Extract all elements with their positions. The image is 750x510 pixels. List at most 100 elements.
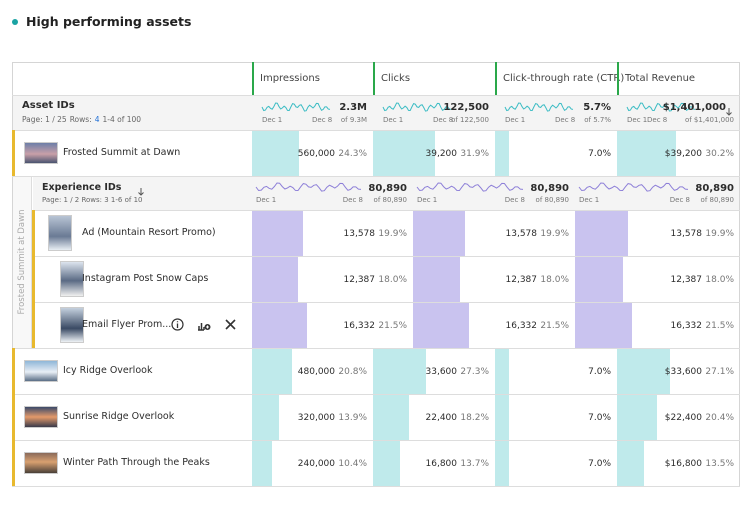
thumbnail (60, 261, 84, 297)
cell-percent: 19.9% (378, 228, 407, 239)
row-accent (32, 256, 35, 302)
cell-bar (495, 395, 509, 440)
metric-total: 5.7% (583, 102, 611, 113)
cell-value: 16,332 (670, 320, 703, 331)
experience-name[interactable]: Instagram Post Snow Caps (82, 273, 209, 284)
sparkline (261, 102, 331, 112)
row-accent (32, 302, 35, 348)
breakdown-strip (13, 177, 32, 348)
cell-bar (495, 349, 509, 394)
cell-bar (373, 131, 436, 176)
axis-end: Dec 8 (669, 196, 690, 204)
cell-bar (495, 131, 509, 176)
cell-value: 7.0% (588, 458, 611, 469)
breakdown-label: Experience IDs (42, 182, 122, 193)
cell-value: 240,000 (297, 458, 335, 469)
row-border (33, 256, 740, 257)
axis-start: Dec 1 (505, 116, 526, 124)
cell-percent: 20.4% (705, 412, 734, 423)
cell-value: 7.0% (588, 148, 611, 159)
cell-bar (413, 303, 469, 348)
page-title: High performing assets (26, 14, 192, 29)
thumbnail (24, 360, 58, 382)
row-border (12, 440, 740, 441)
cell-bar (252, 349, 293, 394)
axis-end: Dec 8 (312, 116, 333, 124)
metric-of: of 122,500 (451, 116, 489, 124)
metric-of: of $1,401,000 (684, 116, 734, 124)
experience-name[interactable]: Email Flyer Prom... (82, 319, 172, 330)
axis-end: Dec 8 (504, 196, 525, 204)
info-icon[interactable] (171, 318, 184, 331)
thumbnail (60, 307, 84, 343)
cell-value: 12,387 (670, 274, 703, 285)
cell-percent: 19.9% (540, 228, 569, 239)
cell-bar (252, 131, 300, 176)
asset-name[interactable]: Icy Ridge Overlook (63, 365, 153, 376)
cell-bar (373, 441, 400, 486)
cell-bar (495, 441, 509, 486)
row-accent (32, 210, 35, 256)
sparkline (416, 182, 524, 192)
cell-value: 16,332 (343, 320, 376, 331)
column-header[interactable]: Clicks (381, 73, 411, 84)
cell-bar (575, 303, 632, 348)
sparkline (382, 102, 452, 112)
column-header[interactable]: Click-through rate (CTR) (503, 73, 625, 84)
cell-value: 560,000 (297, 148, 335, 159)
cell-value: 13,578 (670, 228, 703, 239)
axis-end: Dec 8 (555, 116, 576, 124)
axis-end: Dec 8 (647, 116, 668, 124)
axis-start: Dec 1 (579, 196, 600, 204)
cell-value: 33,600 (425, 366, 458, 377)
cell-value: 22,400 (425, 412, 458, 423)
breakdown-parent: Frosted Summit at Dawn (16, 209, 27, 315)
metric-of: of 80,890 (700, 196, 734, 204)
cell-value: $22,400 (664, 412, 702, 423)
thumbnail (24, 142, 58, 164)
column-divider (495, 62, 497, 95)
close-icon[interactable] (225, 319, 236, 330)
cell-percent: 18.0% (540, 274, 569, 285)
thumbnail (48, 215, 72, 251)
cell-bar (575, 211, 628, 256)
cell-percent: 27.1% (705, 366, 734, 377)
cell-percent: 18.0% (378, 274, 407, 285)
cell-bar (373, 349, 427, 394)
row-accent (12, 348, 15, 394)
cell-value: 12,387 (505, 274, 538, 285)
pagination: Page: 1 / 25 Rows: 4 1-4 of 100 (22, 116, 141, 124)
sort-icon (138, 188, 144, 196)
row-border (33, 302, 740, 303)
cell-bar (413, 211, 465, 256)
asset-name[interactable]: Sunrise Ridge Overlook (63, 411, 175, 422)
cell-percent: 21.5% (705, 320, 734, 331)
cell-percent: 19.9% (705, 228, 734, 239)
cell-bar (413, 257, 460, 302)
row-border (33, 210, 740, 211)
column-header[interactable]: Impressions (260, 73, 320, 84)
cell-value: 16,800 (425, 458, 458, 469)
cell-value: 13,578 (343, 228, 376, 239)
pagination-part: Page: 1 / 25 (22, 115, 67, 124)
metric-total: 2.3M (339, 102, 367, 113)
cell-percent: 13.7% (460, 458, 489, 469)
pagination-part: 1-4 of 100 (102, 115, 142, 124)
column-header[interactable]: Total Revenue (625, 73, 696, 84)
row-accent (12, 440, 15, 486)
cell-percent: 21.5% (540, 320, 569, 331)
breakdown-icon[interactable] (197, 318, 211, 331)
experience-name[interactable]: Ad (Mountain Resort Promo) (82, 227, 216, 238)
asset-name[interactable]: Winter Path Through the Peaks (63, 457, 210, 468)
metric-of: of 80,890 (535, 196, 569, 204)
thumbnail (24, 452, 58, 474)
axis-start: Dec 1 (383, 116, 404, 124)
sparkline (504, 102, 574, 112)
metric-total: 122,500 (443, 102, 489, 113)
asset-name[interactable]: Frosted Summit at Dawn (63, 147, 181, 158)
cell-bar (252, 395, 279, 440)
cell-bar (252, 303, 308, 348)
cell-value: $39,200 (664, 148, 702, 159)
metric-total: 80,890 (530, 183, 569, 194)
cell-bar (252, 441, 273, 486)
